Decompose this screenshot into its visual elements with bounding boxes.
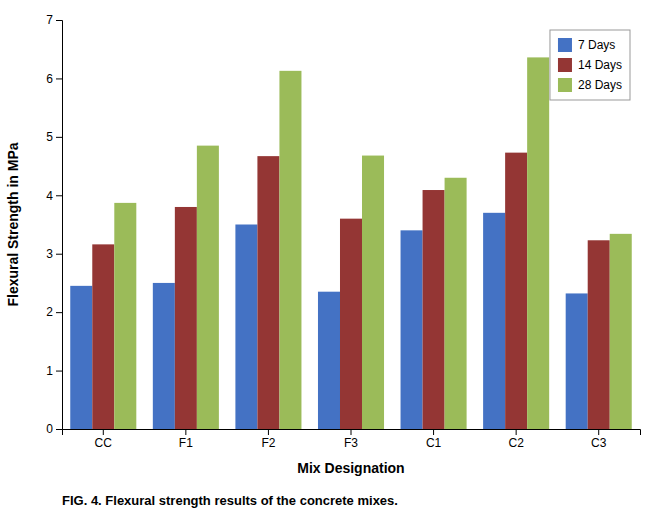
bar <box>318 292 340 429</box>
bar <box>153 283 175 429</box>
x-tick: F2 <box>261 429 275 450</box>
x-tick: F1 <box>179 429 193 450</box>
x-tick-mark <box>268 429 269 435</box>
y-tick-mark <box>56 371 62 372</box>
y-axis-line <box>56 21 63 430</box>
y-axis: 0 1 2 3 4 5 6 7 <box>46 13 62 436</box>
y-tick: 7 <box>46 13 62 27</box>
x-axis: CC F1 F2 F3 C1 C2 C3 <box>63 429 641 450</box>
x-tick: C3 <box>591 429 607 450</box>
x-tick: CC <box>95 429 113 450</box>
legend-frame <box>550 30 630 100</box>
bar <box>505 153 527 429</box>
bar-series <box>114 57 631 429</box>
legend-item: 7 Days <box>558 38 615 52</box>
x-tick-mark <box>103 429 104 435</box>
legend-label: 14 Days <box>578 58 622 72</box>
x-tick-mark <box>433 429 434 435</box>
y-tick: 5 <box>46 130 62 144</box>
legend-label: 7 Days <box>578 38 615 52</box>
y-tick: 4 <box>46 189 62 203</box>
bar <box>257 156 279 429</box>
y-tick-label: 5 <box>46 130 53 144</box>
x-tick-label: C1 <box>426 436 442 450</box>
bar <box>114 203 136 429</box>
y-tick: 6 <box>46 72 62 86</box>
y-tick-label: 4 <box>46 189 53 203</box>
bar <box>401 230 423 429</box>
bar <box>445 178 467 429</box>
x-tick-mark <box>516 429 517 435</box>
y-tick-mark <box>56 20 62 21</box>
y-tick-mark <box>56 137 62 138</box>
bar <box>235 225 257 430</box>
bars <box>70 57 631 429</box>
caption: FIG. 4. Flexural strength results of the… <box>62 493 398 508</box>
legend-swatch <box>558 78 572 92</box>
y-tick-label: 0 <box>46 422 53 436</box>
x-axis-title: Mix Designation <box>297 460 404 476</box>
y-tick-label: 1 <box>46 364 53 378</box>
x-axis-line <box>63 430 641 436</box>
bar <box>527 57 549 429</box>
x-tick-mark <box>598 429 599 435</box>
x-tick-label: F1 <box>179 436 193 450</box>
bar <box>362 156 384 429</box>
y-tick-mark <box>56 429 62 430</box>
y-tick: 0 <box>46 422 62 436</box>
x-tick-label: C2 <box>508 436 524 450</box>
y-tick: 3 <box>46 247 62 261</box>
y-tick-label: 2 <box>46 305 53 319</box>
bar <box>92 244 114 429</box>
x-tick-mark <box>185 429 186 435</box>
bar <box>588 240 610 429</box>
bar <box>483 213 505 429</box>
y-tick-mark <box>56 254 62 255</box>
legend-item: 14 Days <box>558 58 622 72</box>
x-tick-label: C3 <box>591 436 607 450</box>
bar <box>423 190 445 429</box>
bar <box>70 286 92 429</box>
y-tick: 2 <box>46 305 62 319</box>
x-tick-mark <box>351 429 352 435</box>
x-tick: C1 <box>426 429 442 450</box>
plot-area: 0 1 2 3 4 5 6 7 CC F1 F2 F3 C1 C2 C3 7 Days 14 Days 28 Da… <box>46 13 640 449</box>
x-tick: F3 <box>344 429 358 450</box>
legend-item: 28 Days <box>558 78 622 92</box>
legend-swatch <box>558 58 572 72</box>
bar <box>566 293 588 429</box>
x-tick-label: CC <box>95 436 113 450</box>
legend-swatch <box>558 38 572 52</box>
y-tick-label: 3 <box>46 247 53 261</box>
x-tick-label: F2 <box>261 436 275 450</box>
y-axis-title: Flexural Strength in MPa <box>5 142 21 306</box>
y-tick-mark <box>56 78 62 79</box>
bar <box>610 234 632 429</box>
chart-svg: 0 1 2 3 4 5 6 7 CC F1 F2 F3 C1 C2 C3 7 Days 14 Days 28 Da… <box>0 0 660 519</box>
bar <box>340 219 362 429</box>
bar <box>175 207 197 429</box>
y-tick-label: 7 <box>46 13 53 27</box>
chart-container: 0 1 2 3 4 5 6 7 CC F1 F2 F3 C1 C2 C3 7 Days 14 Days 28 Da… <box>0 0 660 519</box>
x-tick: C2 <box>508 429 524 450</box>
y-tick-mark <box>56 312 62 313</box>
y-tick-mark <box>56 195 62 196</box>
x-tick-label: F3 <box>344 436 358 450</box>
y-tick-label: 6 <box>46 72 53 86</box>
bar <box>279 71 301 429</box>
legend: 7 Days 14 Days 28 Days <box>550 30 630 100</box>
bar <box>197 146 219 429</box>
y-tick: 1 <box>46 364 62 378</box>
legend-label: 28 Days <box>578 78 622 92</box>
